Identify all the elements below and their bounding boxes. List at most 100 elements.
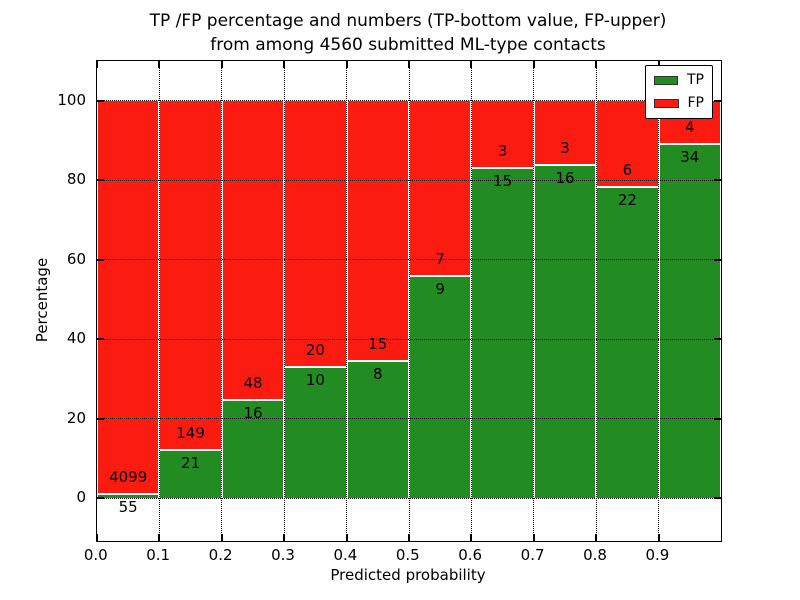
legend-item-fp: FP xyxy=(654,96,704,111)
bar-segment-tp xyxy=(472,167,533,499)
gridline-vertical xyxy=(283,61,285,541)
y-tick-mark xyxy=(714,179,721,182)
x-tick-label: 0.0 xyxy=(83,546,108,564)
y-tick-mark xyxy=(714,417,721,420)
y-tick-mark xyxy=(97,99,104,102)
y-tick-mark xyxy=(714,258,721,261)
y-tick-label: 100 xyxy=(57,90,86,109)
bar-segment-tp xyxy=(597,185,658,499)
value-label-tp: 16 xyxy=(243,404,263,423)
legend-item-tp: TP xyxy=(654,73,704,88)
x-tick-mark xyxy=(657,61,660,68)
bar-column xyxy=(97,100,160,499)
value-label-fp: 3 xyxy=(560,138,570,157)
value-label-fp: 48 xyxy=(243,374,263,393)
value-label-tp: 34 xyxy=(680,147,700,166)
value-label-tp: 15 xyxy=(493,172,513,191)
y-tick-mark xyxy=(714,497,721,500)
x-tick-mark xyxy=(345,534,348,541)
value-label-tp: 9 xyxy=(435,279,445,298)
value-label-fp: 3 xyxy=(497,142,508,161)
value-label-fp: 4099 xyxy=(109,468,148,487)
legend-label-tp: TP xyxy=(687,72,704,88)
bar-column xyxy=(346,100,409,499)
value-label-fp: 149 xyxy=(176,424,205,443)
bar-segment-tp xyxy=(659,142,720,499)
value-label-tp: 8 xyxy=(373,365,383,384)
gridline-vertical xyxy=(158,61,160,541)
x-tick-mark xyxy=(408,61,410,68)
y-tick-mark xyxy=(97,338,104,341)
x-axis-label: Predicted probability xyxy=(330,566,486,584)
bar-segment-tp xyxy=(160,449,221,499)
x-tick-mark xyxy=(283,534,286,541)
x-tick-label: 0.7 xyxy=(520,546,545,564)
x-tick-mark xyxy=(657,534,660,541)
x-tick-mark xyxy=(595,61,598,68)
bar-column xyxy=(533,100,597,499)
x-tick-label: 0.9 xyxy=(645,546,670,564)
tp-swatch-icon xyxy=(654,76,678,85)
y-tick-label: 60 xyxy=(66,249,86,268)
x-tick-label: 0.1 xyxy=(146,546,171,564)
bar-column xyxy=(409,100,472,499)
bar-segment-tp xyxy=(410,274,471,499)
gridline-vertical xyxy=(533,61,535,541)
bar-column xyxy=(596,100,659,499)
bar-column xyxy=(284,100,347,499)
y-tick-mark xyxy=(714,99,721,102)
x-tick-label: 0.2 xyxy=(208,546,233,564)
x-tick-mark xyxy=(345,61,348,68)
chart-title: TP /FP percentage and numbers (TP-bottom… xyxy=(149,11,667,31)
x-tick-label: 0.5 xyxy=(395,546,420,564)
value-label-fp: 20 xyxy=(305,340,325,359)
x-tick-label: 0.4 xyxy=(333,546,358,564)
x-tick-label: 0.3 xyxy=(271,546,295,564)
y-tick-mark xyxy=(97,179,104,182)
x-tick-label: 0.8 xyxy=(583,546,607,564)
legend-label-fp: FP xyxy=(687,95,705,111)
y-tick-mark xyxy=(714,338,721,341)
x-tick-mark xyxy=(220,534,223,541)
bar-column xyxy=(471,100,534,499)
value-label-tp: 21 xyxy=(181,454,201,473)
chart-subtitle: from among 4560 submitted ML-type contac… xyxy=(210,35,606,55)
x-tick-mark xyxy=(532,534,535,541)
x-tick-mark xyxy=(220,61,223,68)
x-tick-mark xyxy=(97,61,98,68)
value-label-fp: 6 xyxy=(622,160,633,179)
x-tick-mark xyxy=(595,534,598,541)
bar-segment-tp xyxy=(98,493,159,499)
x-tick-mark xyxy=(97,534,98,541)
value-label-fp: 15 xyxy=(368,335,388,354)
bar-column xyxy=(658,100,721,499)
gridline-vertical xyxy=(470,61,472,541)
y-tick-label: 80 xyxy=(66,170,86,189)
bar-column xyxy=(221,100,285,499)
x-tick-mark xyxy=(470,61,473,68)
y-tick-mark xyxy=(97,417,104,420)
x-tick-mark xyxy=(408,534,410,541)
gridline-vertical xyxy=(595,61,597,541)
value-label-fp: 7 xyxy=(435,249,445,268)
y-tick-mark xyxy=(97,497,104,500)
gridline-vertical xyxy=(658,61,660,541)
x-tick-mark xyxy=(283,61,286,68)
gridline-vertical xyxy=(346,61,348,541)
x-tick-mark xyxy=(158,61,161,68)
y-tick-mark xyxy=(97,258,104,261)
x-tick-mark xyxy=(158,534,161,541)
y-tick-label: 40 xyxy=(66,329,86,348)
gridline-vertical xyxy=(221,61,223,541)
bar-segment-tp xyxy=(534,163,596,499)
legend: TP FP xyxy=(645,65,713,119)
bar-segment-tp xyxy=(285,365,346,499)
bar-segment-tp xyxy=(222,399,284,499)
bar-segment-tp xyxy=(347,360,408,499)
value-label-fp: 4 xyxy=(685,117,695,136)
x-tick-mark xyxy=(470,534,473,541)
value-label-tp: 16 xyxy=(555,168,575,187)
fp-swatch-icon xyxy=(654,99,679,108)
x-tick-label: 0.6 xyxy=(458,546,483,564)
value-label-tp: 22 xyxy=(617,190,637,209)
